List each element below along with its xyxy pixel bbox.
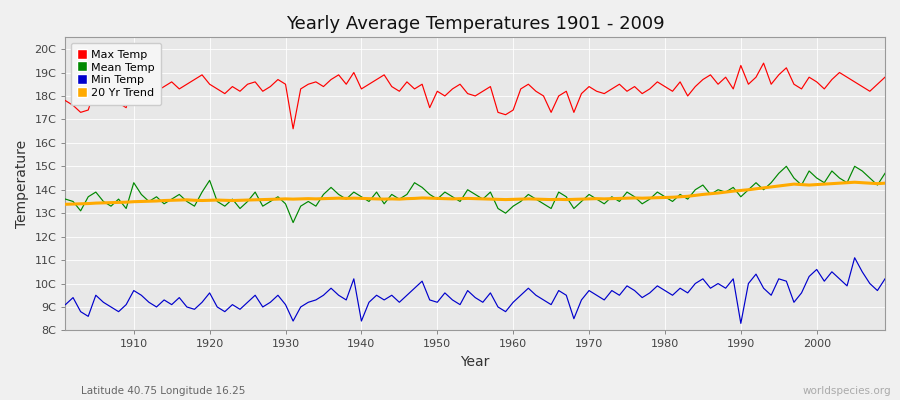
Text: worldspecies.org: worldspecies.org (803, 386, 891, 396)
Text: Latitude 40.75 Longitude 16.25: Latitude 40.75 Longitude 16.25 (81, 386, 246, 396)
Y-axis label: Temperature: Temperature (15, 140, 29, 228)
Legend: Max Temp, Mean Temp, Min Temp, 20 Yr Trend: Max Temp, Mean Temp, Min Temp, 20 Yr Tre… (71, 43, 161, 105)
X-axis label: Year: Year (461, 355, 490, 369)
Title: Yearly Average Temperatures 1901 - 2009: Yearly Average Temperatures 1901 - 2009 (286, 15, 664, 33)
